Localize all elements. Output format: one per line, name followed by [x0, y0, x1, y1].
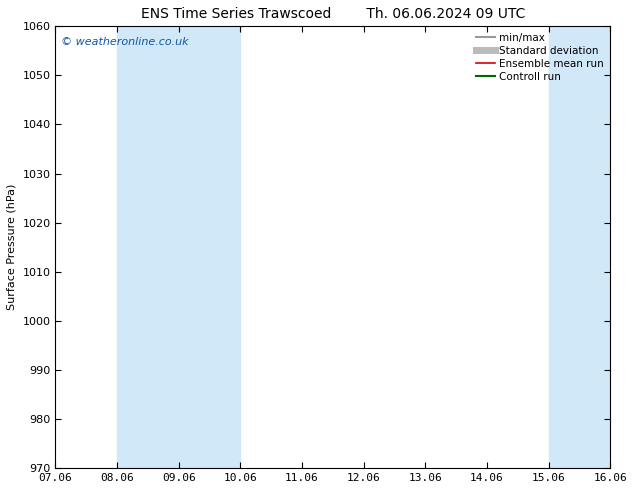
Legend: min/max, Standard deviation, Ensemble mean run, Controll run: min/max, Standard deviation, Ensemble me… — [472, 28, 608, 86]
Bar — [548, 26, 610, 468]
Bar — [117, 26, 240, 468]
Y-axis label: Surface Pressure (hPa): Surface Pressure (hPa) — [7, 184, 17, 311]
Text: © weatheronline.co.uk: © weatheronline.co.uk — [61, 37, 189, 48]
Title: ENS Time Series Trawscoed        Th. 06.06.2024 09 UTC: ENS Time Series Trawscoed Th. 06.06.2024… — [141, 7, 525, 21]
